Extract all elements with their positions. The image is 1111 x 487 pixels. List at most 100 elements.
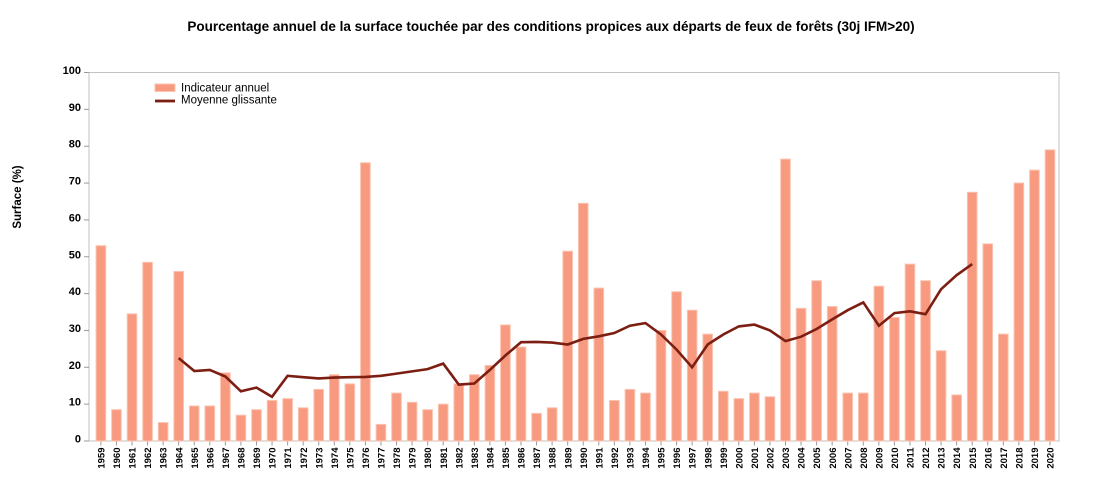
bar-1985 — [500, 324, 511, 442]
x-tick-label-2014: 2014 — [952, 447, 963, 469]
bar-2017 — [998, 333, 1009, 442]
legend: Indicateur annuel Moyenne glissante — [154, 83, 277, 107]
x-tick-label-2019: 2019 — [1030, 448, 1041, 469]
bar-1968 — [235, 414, 247, 442]
bar-2001 — [749, 392, 760, 442]
bar-1989 — [562, 250, 573, 442]
x-tick-label-1959: 1959 — [97, 448, 108, 469]
bar-1969 — [251, 409, 262, 442]
x-tick-label-2020: 2020 — [1046, 448, 1057, 469]
bar-2006 — [826, 306, 838, 442]
bar-2019 — [1029, 169, 1040, 442]
bar-2007 — [842, 392, 854, 442]
bar-1987 — [531, 412, 542, 442]
x-tick-label-1972: 1972 — [299, 448, 310, 469]
x-tick-label-1990: 1990 — [579, 448, 590, 469]
x-tick-label-1961: 1961 — [128, 447, 139, 469]
legend-bar-label: Indicateur annuel — [181, 83, 269, 95]
x-tick-label-1981: 1981 — [439, 447, 450, 469]
x-tick-label-1960: 1960 — [112, 448, 123, 469]
bar-1961 — [126, 313, 138, 442]
x-tick-label-2003: 2003 — [781, 448, 792, 469]
bar-1960 — [111, 409, 122, 442]
bar-1972 — [297, 407, 309, 442]
x-tick-label-2001: 2001 — [750, 447, 761, 469]
x-tick-label-2005: 2005 — [812, 447, 823, 469]
y-tick-label: 10 — [69, 397, 81, 409]
x-tick-label-1994: 1994 — [641, 447, 652, 469]
x-tick-label-1985: 1985 — [501, 447, 512, 469]
bar-2000 — [733, 398, 745, 442]
bar-1993 — [624, 388, 636, 442]
bar-2003 — [780, 158, 791, 442]
bar-1963 — [157, 422, 169, 442]
x-tick-label-2016: 2016 — [983, 448, 994, 469]
bar-1988 — [546, 407, 558, 442]
y-tick-label: 40 — [69, 286, 81, 298]
x-tick-label-1987: 1987 — [532, 448, 543, 469]
bar-1981 — [437, 403, 449, 442]
y-tick-label: 80 — [69, 139, 81, 151]
bar-1990 — [577, 202, 589, 442]
moving-average-line — [177, 263, 973, 399]
y-axis-title: Surface (%) — [12, 165, 24, 228]
bar-2018 — [1013, 182, 1025, 442]
bar-2010 — [889, 317, 900, 442]
bar-1974 — [328, 374, 340, 442]
x-tick-label-2015: 2015 — [968, 447, 979, 469]
bar-1967 — [220, 372, 231, 442]
bar-2008 — [857, 392, 869, 442]
x-tick-label-2007: 2007 — [843, 448, 854, 469]
bar-1995 — [655, 329, 667, 442]
bar-1964 — [173, 270, 184, 442]
x-tick-label-1988: 1988 — [548, 448, 559, 469]
x-tick-label-1984: 1984 — [486, 447, 497, 469]
x-tick-label-1964: 1964 — [174, 447, 185, 469]
x-tick-label-1973: 1973 — [314, 448, 325, 469]
x-tick-label-1979: 1979 — [408, 448, 419, 469]
bar-2012 — [920, 280, 931, 442]
bar-1984 — [484, 364, 496, 442]
x-tick-label-1976: 1976 — [361, 448, 372, 469]
x-tick-label-1995: 1995 — [657, 447, 668, 469]
y-tick-label: 0 — [75, 434, 81, 446]
bar-1973 — [313, 388, 325, 442]
bar-2020 — [1044, 149, 1056, 442]
x-tick-label-1982: 1982 — [454, 448, 465, 469]
x-tick-label-1989: 1989 — [563, 448, 574, 469]
bar-1976 — [360, 162, 371, 442]
bar-1986 — [515, 346, 527, 442]
bar-1982 — [453, 383, 465, 442]
bar-1966 — [204, 405, 216, 442]
y-tick-label: 90 — [69, 102, 81, 114]
bar-2005 — [811, 280, 822, 442]
y-tick-label: 100 — [63, 65, 81, 77]
bar-2004 — [795, 307, 807, 442]
x-tick-label-1971: 1971 — [283, 447, 294, 469]
legend-line-swatch — [155, 99, 175, 103]
x-tick-label-1975: 1975 — [345, 447, 356, 469]
y-tick-label: 70 — [69, 176, 81, 188]
x-tick-label-2008: 2008 — [859, 448, 870, 469]
x-tick-label-1970: 1970 — [268, 448, 279, 469]
x-tick-label-1967: 1967 — [221, 448, 232, 469]
bar-2015 — [966, 191, 978, 442]
bar-1997 — [686, 309, 698, 442]
x-tick-label-2018: 2018 — [1015, 448, 1026, 469]
bar-1992 — [609, 399, 620, 442]
bar-1975 — [344, 383, 356, 442]
bar-1999 — [717, 390, 729, 442]
x-tick-label-1977: 1977 — [377, 448, 388, 469]
x-tick-label-1974: 1974 — [330, 447, 341, 469]
bar-1994 — [640, 392, 651, 442]
x-tick-label-1999: 1999 — [719, 448, 730, 469]
x-tick-label-1996: 1996 — [672, 448, 683, 469]
x-tick-label-2010: 2010 — [890, 448, 901, 469]
x-tick-label-1998: 1998 — [703, 448, 714, 469]
x-tick-label-1992: 1992 — [610, 448, 621, 469]
x-tick-label-1966: 1966 — [205, 448, 216, 469]
x-tick-label-2002: 2002 — [766, 448, 777, 469]
x-tick-label-1983: 1983 — [470, 448, 481, 469]
x-tick-label-2000: 2000 — [734, 448, 745, 469]
